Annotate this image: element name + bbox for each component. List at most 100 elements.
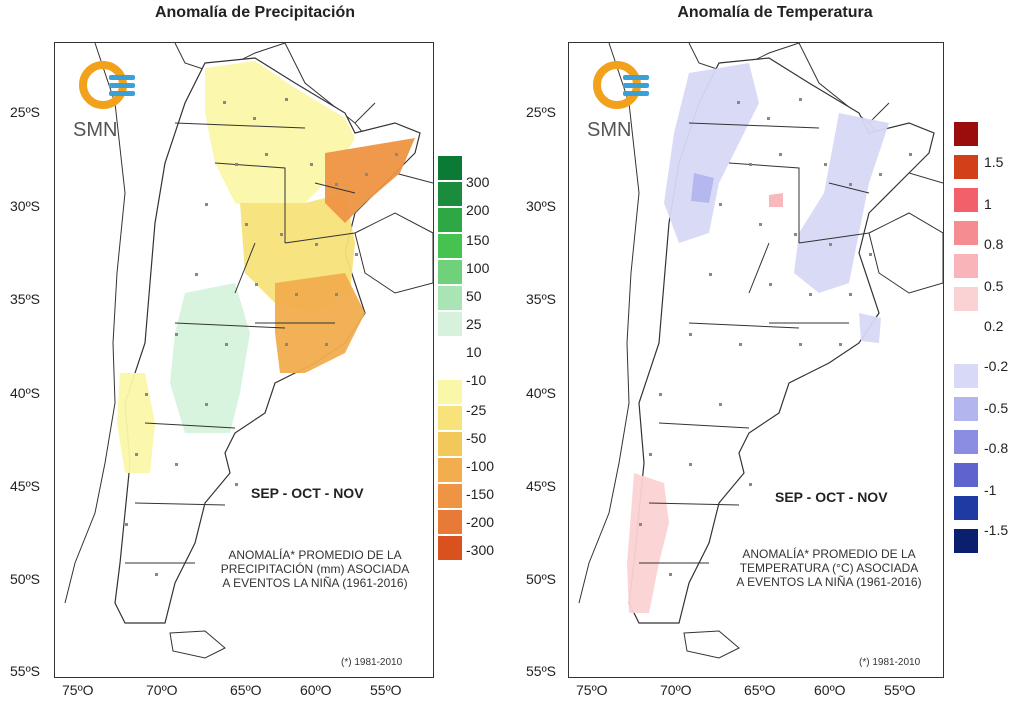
lat-label: 35ºS xyxy=(10,291,41,307)
anomaly-note: ANOMALÍA* PROMEDIO DE LA TEMPERATURA (°C… xyxy=(719,547,939,589)
colorbar-swatch xyxy=(954,122,978,146)
colorbar-label: 100 xyxy=(466,260,490,276)
cold-region-northwest xyxy=(664,63,759,243)
anomaly-note: ANOMALÍA* PROMEDIO DE LA PRECIPITACIÓN (… xyxy=(205,548,425,590)
lat-label: 50ºS xyxy=(526,571,557,587)
lat-label: 40ºS xyxy=(526,385,557,401)
colorbar-swatch xyxy=(438,156,462,180)
warm-region-patagonia xyxy=(627,473,669,613)
dry-region-andes xyxy=(117,373,155,473)
colorbar-swatch xyxy=(438,182,462,206)
smn-logo-text: SMN xyxy=(587,119,632,141)
lon-label: 75ºO xyxy=(576,682,608,698)
cold-region-northwest-core xyxy=(691,173,714,203)
season-label: SEP - OCT - NOV xyxy=(251,485,364,501)
colorbar-swatch xyxy=(954,188,978,212)
colorbar-label: 25 xyxy=(466,316,482,332)
chile-coast-outline xyxy=(578,43,640,604)
colorbar-swatch xyxy=(438,458,462,482)
colorbar-label: -300 xyxy=(466,542,495,558)
lat-label: 40ºS xyxy=(10,385,41,401)
reference-period: (*) 1981-2010 xyxy=(859,657,921,668)
dry-region-mesopotamia xyxy=(325,138,415,223)
province-borders xyxy=(125,122,356,564)
lon-label: 60ºO xyxy=(814,682,846,698)
colorbar-swatch xyxy=(954,155,978,179)
colorbar-label: -200 xyxy=(466,514,495,530)
temperature-colorbar: 1.5 1 0.8 0.5 0.2 -0.2 -0.5 -0.8 -1 -1.5 xyxy=(954,122,1020,572)
colorbar-label: -10 xyxy=(466,372,487,388)
tierra-del-fuego xyxy=(683,630,740,659)
lat-label: 25ºS xyxy=(10,104,41,120)
province-borders xyxy=(639,122,870,564)
station-markers xyxy=(639,98,912,576)
note-line: A EVENTOS LA NIÑA (1961-2016) xyxy=(736,575,922,589)
note-line: A EVENTOS LA NIÑA (1961-2016) xyxy=(222,576,408,590)
lat-label: 30ºS xyxy=(10,198,41,214)
lat-label: 45ºS xyxy=(526,478,557,494)
lon-label: 65ºO xyxy=(230,682,262,698)
colorbar-label: -150 xyxy=(466,486,495,502)
note-line: TEMPERATURA (°C) ASOCIADA xyxy=(739,561,919,575)
station-markers xyxy=(125,98,398,576)
colorbar-label: 0.5 xyxy=(984,278,1004,294)
uruguay-outline xyxy=(354,212,433,294)
lon-label: 60ºO xyxy=(300,682,332,698)
colorbar-label: 1.5 xyxy=(984,154,1004,170)
lat-label: 45ºS xyxy=(10,478,41,494)
cold-region-coast xyxy=(859,313,881,343)
colorbar-swatch xyxy=(438,510,462,534)
dry-region-north xyxy=(205,61,355,213)
colorbar-label: 300 xyxy=(466,174,490,190)
smn-logo-text: SMN xyxy=(73,119,118,141)
smn-logo-icon xyxy=(79,61,135,109)
uruguay-outline xyxy=(868,212,943,294)
lon-label: 70ºO xyxy=(146,682,178,698)
paraguay-border xyxy=(284,43,376,124)
colorbar-swatch xyxy=(438,536,462,560)
colorbar-label: 10 xyxy=(466,344,482,360)
reference-period: (*) 1981-2010 xyxy=(341,657,403,668)
colorbar-label: 50 xyxy=(466,288,482,304)
colorbar-swatch xyxy=(954,496,978,520)
precipitation-map-svg xyxy=(64,43,433,659)
colorbar-swatch xyxy=(438,234,462,258)
colorbar-label: 200 xyxy=(466,202,490,218)
lat-label: 30ºS xyxy=(526,198,557,214)
colorbar-swatch xyxy=(438,208,462,232)
colorbar-label: 1 xyxy=(984,196,992,212)
colorbar-label: -25 xyxy=(466,402,487,418)
temperature-map-svg xyxy=(578,43,943,659)
colorbar-label: 0.2 xyxy=(984,318,1004,334)
lon-label: 65ºO xyxy=(744,682,776,698)
colorbar-label: 150 xyxy=(466,232,490,248)
smn-logo-icon xyxy=(593,61,649,109)
colorbar-swatch xyxy=(954,463,978,487)
colorbar-label: 0.8 xyxy=(984,236,1004,252)
colorbar-label: -1.5 xyxy=(984,522,1009,538)
wet-region-patagonia xyxy=(170,283,250,433)
note-line: PRECIPITACIÓN (mm) ASOCIADA xyxy=(220,562,410,576)
lon-label: 55ºO xyxy=(884,682,916,698)
colorbar-swatch xyxy=(438,406,462,430)
colorbar-swatch xyxy=(954,221,978,245)
precipitation-colorbar: 300 200 150 100 50 25 10 -10 -25 -50 -10… xyxy=(438,156,518,576)
colorbar-swatch xyxy=(954,254,978,278)
lat-label: 25ºS xyxy=(526,104,557,120)
colorbar-label: -0.2 xyxy=(984,358,1009,374)
colorbar-swatch xyxy=(438,260,462,284)
lat-label: 35ºS xyxy=(526,291,557,307)
lat-label: 55ºS xyxy=(526,663,557,679)
colorbar-swatch xyxy=(438,286,462,310)
colorbar-swatch xyxy=(954,287,978,311)
colorbar-label: -50 xyxy=(466,430,487,446)
season-label: SEP - OCT - NOV xyxy=(775,489,888,505)
lon-label: 75ºO xyxy=(62,682,94,698)
lat-label: 50ºS xyxy=(10,571,41,587)
smn-logo xyxy=(77,57,137,117)
temperature-title: Anomalía de Temperatura xyxy=(677,4,873,21)
temperature-map: SMN SEP - OCT - NOV ANOMALÍA* PROMEDIO D… xyxy=(568,42,944,678)
cold-region-east xyxy=(794,113,889,293)
chile-coast-outline xyxy=(64,43,126,604)
colorbar-swatch xyxy=(438,484,462,508)
